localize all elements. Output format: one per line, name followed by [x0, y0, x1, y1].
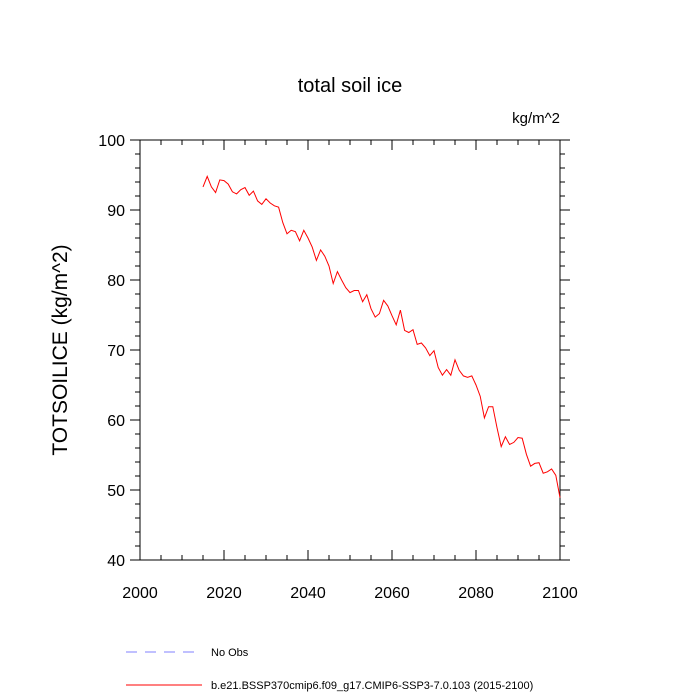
plot-series — [202, 175, 561, 498]
plot-frame — [139, 139, 561, 561]
y-tick-label: 70 — [107, 343, 125, 360]
y-tick-label: 50 — [107, 483, 125, 500]
x-tick-label: 2100 — [542, 585, 578, 602]
chart-title: total soil ice — [298, 75, 403, 97]
series-line-1 — [202, 175, 561, 498]
legend-label-0: No Obs — [211, 647, 249, 659]
x-tick-label: 2020 — [206, 585, 242, 602]
units-label: kg/m^2 — [512, 110, 560, 127]
y-axis-title: TOTSOILICE (kg/m^2) — [49, 244, 72, 455]
y-tick-label: 40 — [107, 553, 125, 570]
x-tick-label: 2000 — [122, 585, 158, 602]
legend-label-1: b.e21.BSSP370cmip6.f09_g17.CMIP6-SSP3-7.… — [211, 680, 533, 692]
y-tick-label: 80 — [107, 273, 125, 290]
x-tick-label: 2080 — [458, 585, 494, 602]
y-tick-label: 60 — [107, 413, 125, 430]
legend: No Obs b.e21.BSSP370cmip6.f09_g17.CMIP6-S… — [126, 647, 533, 692]
plot-axes: 2000 2020 2040 2060 2080 2100 40 50 60 70 80 90 100 — [98, 133, 578, 602]
y-tick-label: 100 — [98, 133, 125, 150]
x-tick-label: 2060 — [374, 585, 410, 602]
y-tick-label: 90 — [107, 203, 125, 220]
x-tick-label: 2040 — [290, 585, 326, 602]
